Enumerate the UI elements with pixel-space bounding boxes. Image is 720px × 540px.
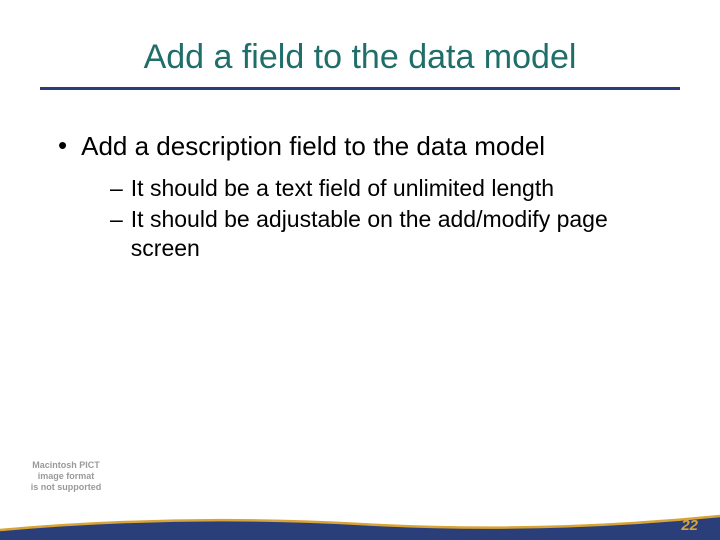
placeholder-line: image format: [38, 471, 95, 481]
bullet-level1: • Add a description field to the data mo…: [58, 130, 680, 162]
bullet-level2: – It should be a text field of unlimited…: [110, 174, 680, 203]
bullet-level2: – It should be adjustable on the add/mod…: [110, 205, 680, 263]
title-underline: [40, 87, 680, 90]
bullet-level1-text: Add a description field to the data mode…: [81, 130, 545, 162]
page-number: 22: [681, 517, 698, 534]
footer-wave-graphic: [0, 510, 720, 540]
placeholder-line: is not supported: [31, 482, 102, 492]
slide: Add a field to the data model • Add a de…: [0, 0, 720, 540]
slide-title: Add a field to the data model: [40, 38, 680, 77]
footer-fill-path: [0, 516, 720, 540]
placeholder-text: Macintosh PICT image format is not suppo…: [31, 460, 102, 493]
bullet-level2-text: It should be a text field of unlimited l…: [131, 174, 554, 203]
bullet-dot-icon: •: [58, 130, 67, 160]
bullet-dash-icon: –: [110, 205, 123, 234]
missing-image-placeholder: Macintosh PICT image format is not suppo…: [22, 454, 110, 498]
bullet-level2-text: It should be adjustable on the add/modif…: [131, 205, 671, 263]
bullet-dash-icon: –: [110, 174, 123, 203]
placeholder-line: Macintosh PICT: [32, 460, 100, 470]
